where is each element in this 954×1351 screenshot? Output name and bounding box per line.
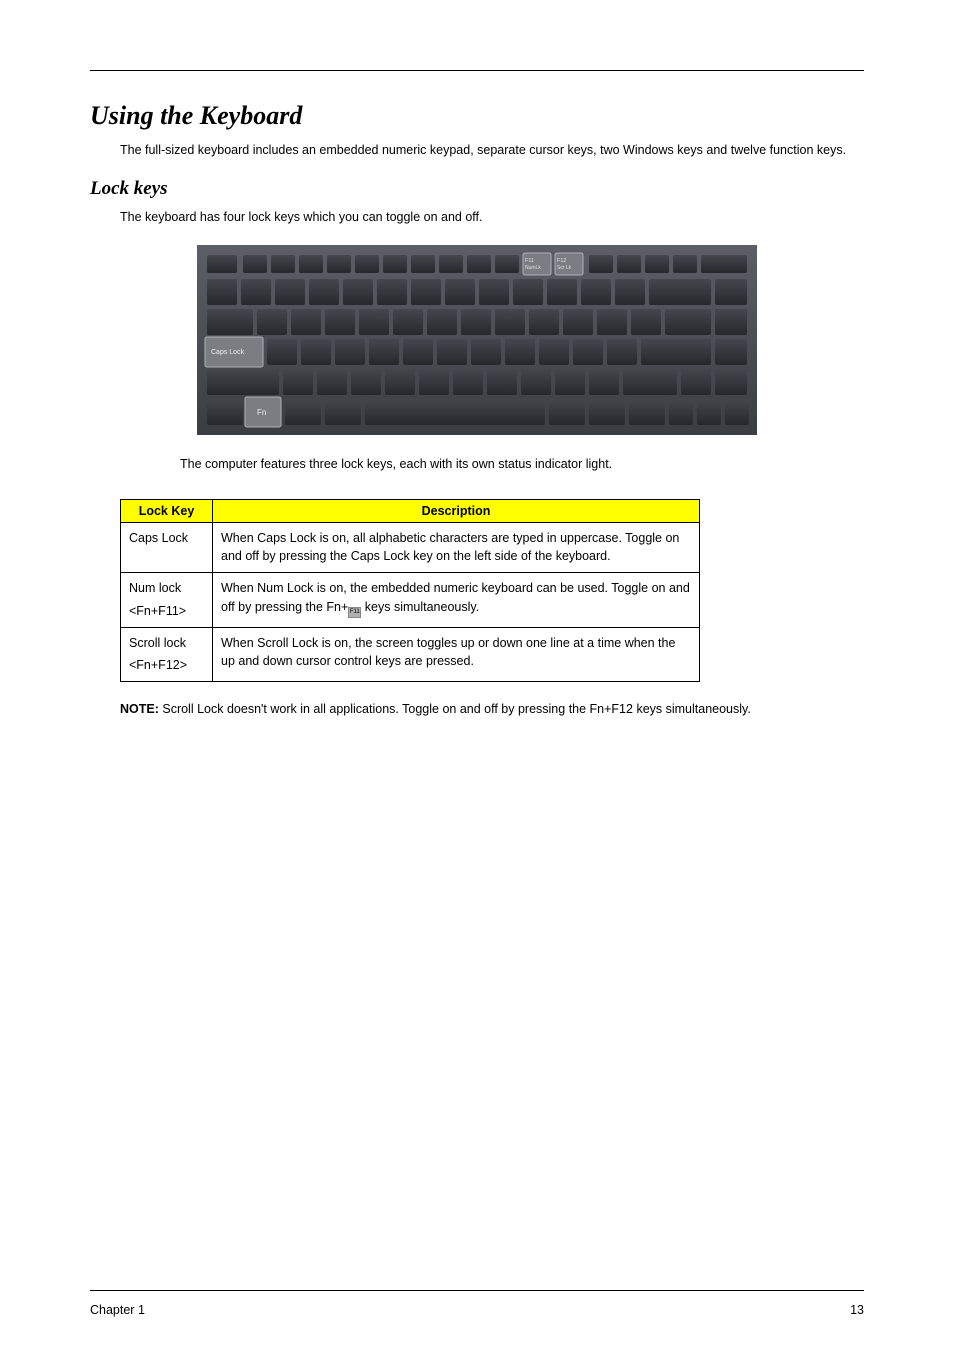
footer-chapter: Chapter 1 [90,1303,145,1317]
table-row: Scroll lock <Fn+F12> When Scroll Lock is… [121,627,700,682]
note-paragraph: NOTE: Scroll Lock doesn't work in all ap… [120,696,864,724]
bottom-rule [90,1290,864,1291]
lock-key-combo: <Fn+F12> [129,656,204,675]
main-heading: Using the Keyboard [90,101,864,131]
lock-key-name: Scroll lock [129,636,186,650]
f11-key-icon: F11 [348,607,361,618]
svg-text:Caps Lock: Caps Lock [211,349,245,356]
svg-text:F11: F11 [525,258,534,264]
top-rule [90,70,864,71]
svg-text:Scr Lk: Scr Lk [557,265,572,271]
lock-key-desc: When Scroll Lock is on, the screen toggl… [213,627,700,682]
lock-key-combo: <Fn+F11> [129,602,204,621]
lock-key-desc: When Caps Lock is on, all alphabetic cha… [213,522,700,573]
keyboard-illustration: F11 NumLk F12 Scr Lk [197,245,757,435]
svg-text:Fn: Fn [257,408,266,417]
svg-text:F12: F12 [557,258,566,264]
sub-paragraph: The keyboard has four lock keys which yo… [120,208,864,227]
table-header-key: Lock Key [121,499,213,522]
note-label: NOTE: [120,702,162,716]
keyboard-caption: The computer features three lock keys, e… [180,457,864,471]
table-row: Num lock <Fn+F11> When Num Lock is on, t… [121,573,700,628]
lock-key-desc: When Num Lock is on, the embedded numeri… [213,573,700,628]
lock-key-name: Caps Lock [129,531,188,545]
note-text: Scroll Lock doesn't work in all applicat… [162,702,750,716]
lock-key-name: Num lock [129,581,181,595]
lock-keys-table: Lock Key Description Caps Lock When Caps… [120,499,700,683]
table-header-desc: Description [213,499,700,522]
svg-text:NumLk: NumLk [525,265,541,271]
page-footer: Chapter 1 13 [90,1303,864,1317]
footer-page-number: 13 [850,1303,864,1317]
table-row: Caps Lock When Caps Lock is on, all alph… [121,522,700,573]
intro-paragraph: The full-sized keyboard includes an embe… [120,141,864,160]
sub-heading: Lock keys [90,178,864,200]
